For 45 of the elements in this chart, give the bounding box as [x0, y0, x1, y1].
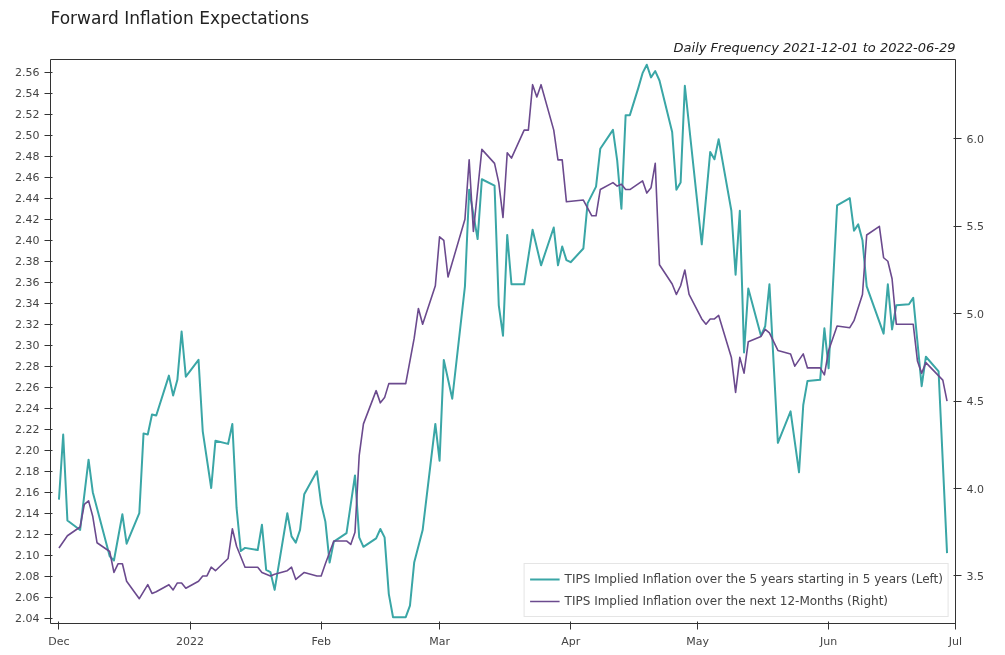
y-tick-label: 2.04	[15, 612, 40, 626]
x-tick-label: Dec	[48, 634, 70, 648]
y-tick-label: 2.52	[15, 108, 40, 122]
y2-tick-label: 4.5	[966, 395, 984, 409]
x-tick-label: 2022	[176, 634, 205, 648]
y-tick-label: 2.20	[15, 444, 40, 458]
x-tick-label: Jul	[947, 634, 963, 648]
x-tick-label: Mar	[429, 634, 451, 648]
x-tick-label: May	[686, 634, 710, 648]
y-tick-label: 2.30	[15, 339, 40, 353]
x-tick-label: Feb	[311, 634, 331, 648]
y2-tick-label: 5.5	[966, 220, 984, 234]
y-tick-label: 2.40	[15, 234, 40, 248]
y-tick-label: 2.12	[15, 528, 40, 542]
y-tick-label: 2.14	[15, 507, 40, 521]
y-tick-label: 2.48	[15, 150, 40, 164]
y-tick-label: 2.54	[15, 87, 40, 101]
y-tick-label: 2.22	[15, 423, 40, 437]
y-tick-label: 2.56	[15, 66, 40, 80]
y-tick-label: 2.38	[15, 255, 40, 269]
legend-label: TIPS Implied Inflation over the 5 years starting in 5 years (Left)	[564, 572, 943, 586]
x-tick-label: Jun	[819, 634, 838, 648]
y-tick-label: 2.44	[15, 192, 40, 206]
x-tick-label: Apr	[561, 634, 581, 648]
legend-label: TIPS Implied Inflation over the next 12-Months (Right)	[564, 594, 889, 608]
chart-title: Forward Inflation Expectations	[50, 7, 310, 28]
y-tick-label: 2.28	[15, 360, 40, 374]
y-tick-label: 2.26	[15, 381, 40, 395]
chart-subtitle: Daily Frequency 2021-12-01 to 2022-06-29	[673, 39, 956, 55]
y-tick-label: 2.24	[15, 402, 40, 416]
y-tick-label: 2.50	[15, 129, 40, 143]
y-tick-label: 2.10	[15, 549, 40, 563]
y-tick-label: 2.36	[15, 276, 40, 290]
y-tick-label: 2.06	[15, 591, 40, 605]
y2-tick-label: 3.5	[966, 569, 984, 583]
y-tick-label: 2.34	[15, 297, 40, 311]
y-tick-label: 2.42	[15, 213, 40, 227]
y-tick-label: 2.46	[15, 171, 40, 185]
y2-tick-label: 4.0	[966, 482, 984, 496]
y2-tick-label: 5.0	[966, 307, 984, 321]
y2-tick-label: 6.0	[966, 132, 984, 146]
y-tick-label: 2.16	[15, 486, 40, 500]
y-tick-label: 2.08	[15, 570, 40, 584]
y-tick-label: 2.18	[15, 465, 40, 479]
y-tick-label: 2.32	[15, 318, 40, 332]
